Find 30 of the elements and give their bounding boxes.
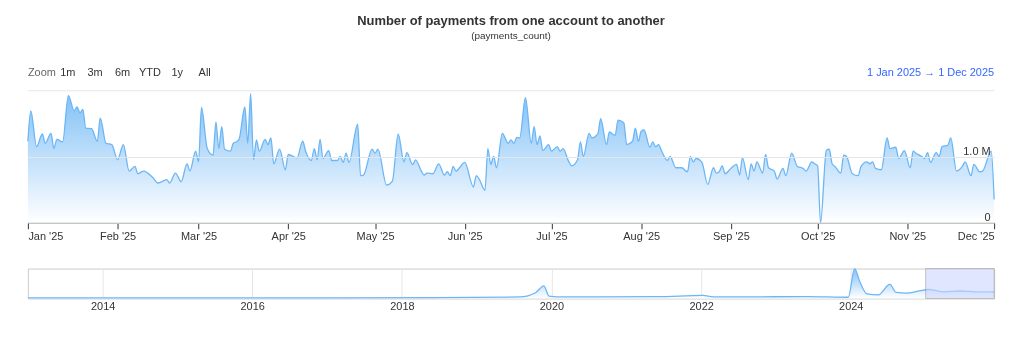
- x-tick-label: Sep '25: [712, 230, 750, 243]
- chart-title: Number of payments from one account to another: [357, 13, 665, 29]
- text: 1y: [171, 66, 184, 79]
- x-tick-label: 2016: [240, 299, 265, 312]
- y-tick-label: 0: [984, 211, 991, 224]
- x-tick-label: Nov '25: [889, 230, 927, 243]
- x-tick-label: Mar '25: [181, 230, 218, 243]
- y-tick-label: 1.0 M: [963, 145, 991, 158]
- x-tick-label: Oct '25: [800, 230, 836, 243]
- text: All: [198, 66, 211, 79]
- text: 1 Jan 2025 → 1 Dec 2025: [867, 66, 995, 79]
- chart-subtitle: (payments_count): [471, 29, 551, 41]
- x-tick-label: Jul '25: [536, 230, 568, 243]
- x-tick-label: Jun '25: [447, 230, 483, 243]
- x-tick-label: 2024: [839, 299, 864, 312]
- x-tick-label: 2014: [90, 299, 116, 312]
- x-tick-label: May '25: [356, 230, 395, 243]
- text: 3m: [87, 66, 103, 79]
- x-tick-label: 2022: [689, 299, 714, 312]
- x-tick-label: Dec '25: [957, 230, 995, 243]
- x-tick-label: 2020: [539, 299, 565, 312]
- x-tick-label: 2018: [390, 299, 415, 312]
- x-tick-label: Aug '25: [623, 230, 661, 243]
- text: Zoom: [27, 66, 56, 79]
- text: 6m: [114, 66, 131, 79]
- text: 1m: [60, 66, 76, 79]
- text: YTD: [138, 66, 161, 79]
- x-tick-label: Feb '25: [100, 230, 137, 243]
- x-tick-label: Jan '25: [28, 230, 64, 243]
- x-tick-label: Apr '25: [271, 230, 306, 243]
